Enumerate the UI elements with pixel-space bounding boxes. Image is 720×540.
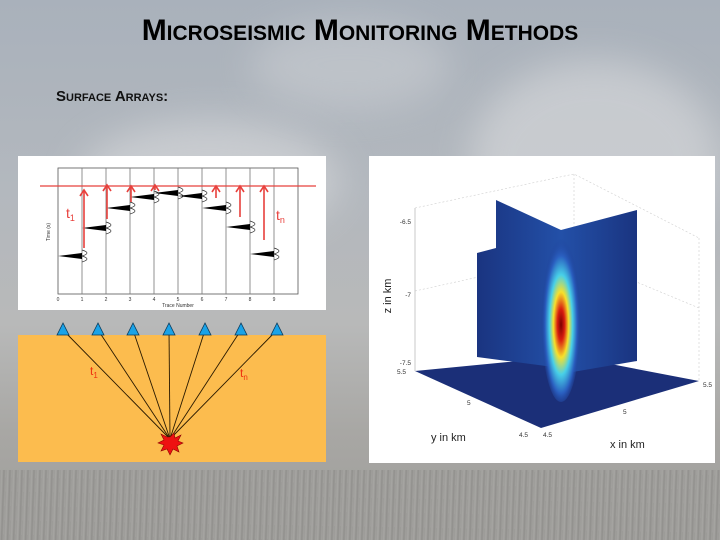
sensor-icon xyxy=(162,322,176,336)
slide-subtitle: Surface Arrays: xyxy=(56,88,169,105)
svg-text:5: 5 xyxy=(177,297,180,303)
svg-text:0: 0 xyxy=(57,297,60,303)
sensor-icon xyxy=(56,322,70,336)
svg-text:-7: -7 xyxy=(405,292,411,299)
cloud xyxy=(250,20,450,110)
yz-slice xyxy=(477,200,561,368)
svg-text:5: 5 xyxy=(467,400,471,407)
trace-lines xyxy=(57,168,275,294)
seismogram-figure: t1 tn 0 1 2 3 4 5 6 7 8 9 Trace Number T… xyxy=(18,156,326,310)
sensor-icon xyxy=(234,322,248,336)
svg-text:7: 7 xyxy=(225,297,228,303)
svg-text:5.5: 5.5 xyxy=(703,382,712,389)
z-tick-labels: -6.5 -7 -7.5 xyxy=(400,219,412,367)
3d-slice-plot: -6.5 -7 -7.5 5.5 5 4.5 4.5 5 5.5 z in km… xyxy=(382,173,712,451)
z-axis-label: z in km xyxy=(382,279,394,314)
svg-text:5.5: 5.5 xyxy=(397,369,406,376)
x-tick-labels: 0 1 2 3 4 5 6 7 8 9 xyxy=(57,297,276,303)
svg-text:9: 9 xyxy=(273,297,276,303)
sensor-icon xyxy=(91,322,105,336)
svg-text:1: 1 xyxy=(81,297,84,303)
wavelets xyxy=(58,186,280,263)
x-tick-labels: 4.5 5 5.5 xyxy=(543,382,712,439)
ray-path-diagram: t1 tn xyxy=(56,322,284,456)
location-3d-plot: -6.5 -7 -7.5 5.5 5 4.5 4.5 5 5.5 z in km… xyxy=(369,156,715,463)
t1-label: t1 xyxy=(90,364,98,380)
svg-text:2: 2 xyxy=(105,297,108,303)
x-axis-label: x in km xyxy=(610,439,645,451)
wheat-field-background xyxy=(0,470,720,540)
arrival-arrows xyxy=(79,183,269,248)
t1-label: t1 xyxy=(66,205,75,223)
y-tick-labels: 5.5 5 4.5 xyxy=(397,369,528,439)
sensor-icon xyxy=(270,322,284,336)
surface-array-cross-section: t1 tn xyxy=(18,322,326,462)
svg-text:-6.5: -6.5 xyxy=(400,219,412,226)
sensor-icon xyxy=(126,322,140,336)
svg-text:8: 8 xyxy=(249,297,252,303)
likelihood-peak xyxy=(541,230,581,402)
slide-title: Microseismic Monitoring Methods xyxy=(141,14,579,47)
tn-label: tn xyxy=(240,366,248,382)
seismogram-plot: t1 tn 0 1 2 3 4 5 6 7 8 9 Trace Number T… xyxy=(40,167,316,309)
seismic-source-icon xyxy=(157,432,184,456)
svg-text:3: 3 xyxy=(129,297,132,303)
svg-text:4.5: 4.5 xyxy=(519,432,528,439)
svg-text:6: 6 xyxy=(201,297,204,303)
svg-text:4.5: 4.5 xyxy=(543,432,552,439)
svg-text:-7.5: -7.5 xyxy=(400,360,412,367)
x-axis-label: Trace Number xyxy=(162,303,194,309)
y-axis-label: Time (s) xyxy=(46,223,52,241)
svg-text:4: 4 xyxy=(153,297,156,303)
tn-label: tn xyxy=(276,207,285,225)
sensor-triangles xyxy=(56,322,284,336)
sensor-icon xyxy=(198,322,212,336)
ray-paths xyxy=(62,329,278,440)
y-axis-label: y in km xyxy=(431,432,466,444)
svg-text:5: 5 xyxy=(623,409,627,416)
